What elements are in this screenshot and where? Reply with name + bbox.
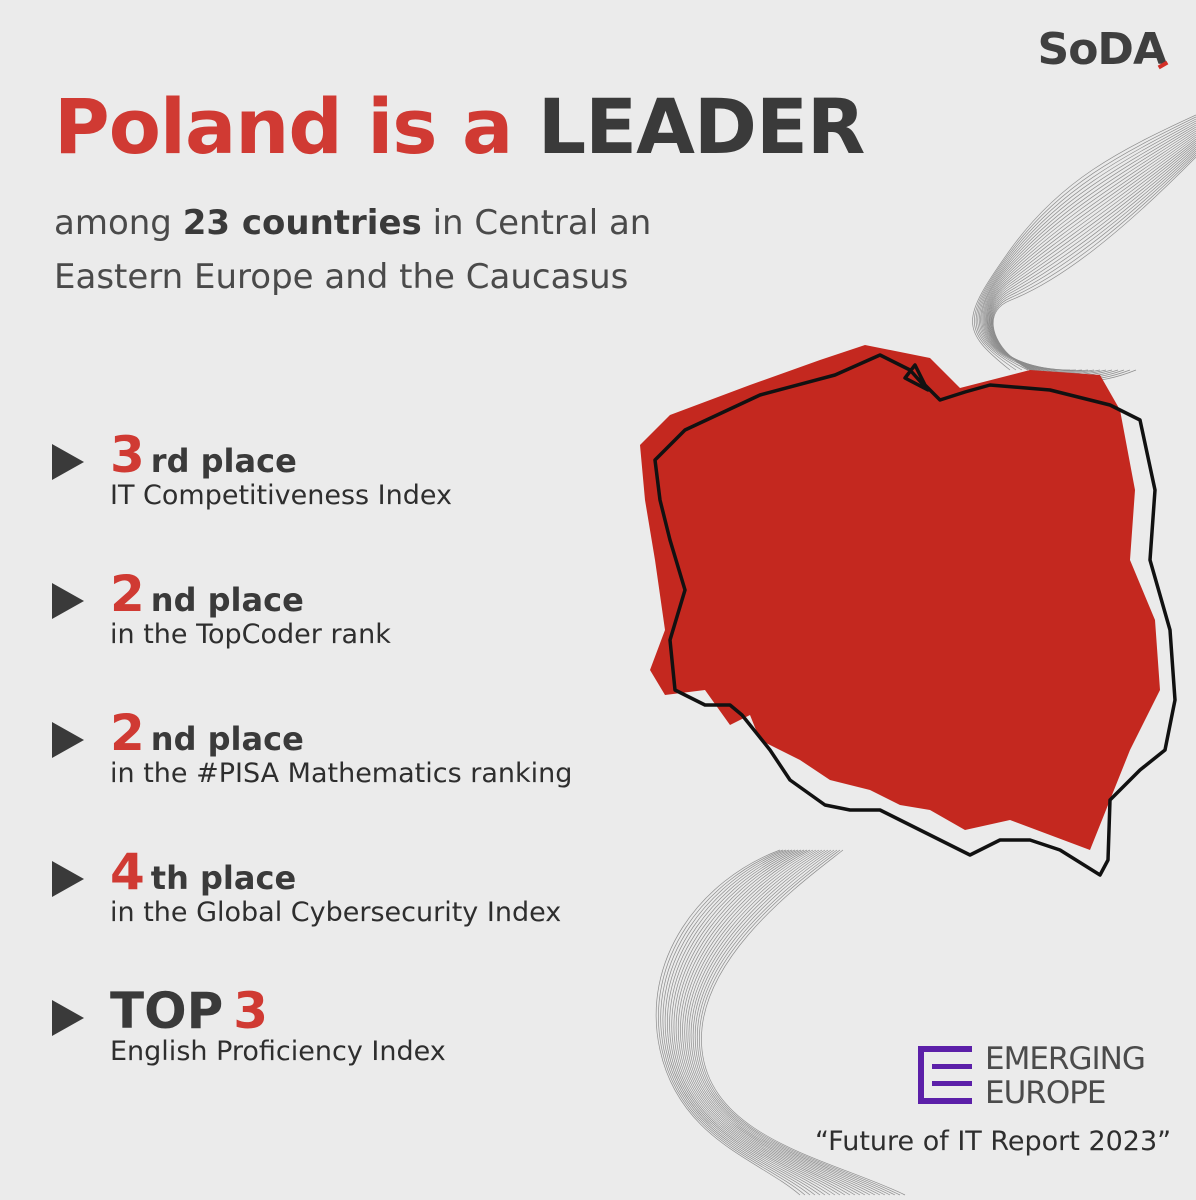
subtitle-post: in Central an — [432, 203, 652, 243]
partner-line2: EUROPE — [985, 1075, 1106, 1111]
headline: Poland is a LEADER — [54, 82, 866, 171]
play-triangle-icon — [52, 861, 84, 897]
subtitle-line2: Eastern Europe and the Caucasus — [54, 257, 629, 297]
rank-number: 2 — [110, 565, 145, 623]
subtitle-pre: among — [54, 203, 172, 243]
wave-line — [658, 849, 806, 1196]
wave-line — [669, 849, 831, 1196]
rank-description: in the Global Cybersecurity Index — [110, 897, 562, 928]
play-triangle-icon — [52, 1000, 84, 1036]
wave-line — [660, 849, 811, 1196]
rank-suffix: nd place — [150, 581, 304, 619]
partner-line1: EMERGING — [985, 1041, 1146, 1077]
subtitle-bold: 23 countries — [182, 203, 422, 243]
poland-map-fill — [640, 345, 1160, 850]
play-triangle-icon — [52, 583, 84, 619]
poland-map-outline — [653, 353, 1177, 877]
rank-suffix: rd place — [150, 442, 297, 480]
wave-line — [655, 849, 801, 1196]
partner-logo-text: EMERGING EUROPE — [985, 1041, 1146, 1111]
poland-map-icon — [640, 345, 1177, 877]
wave-line — [662, 849, 816, 1196]
emerging-europe-logo-icon — [918, 1046, 972, 1104]
rank-suffix: th place — [150, 859, 297, 897]
rank-number: 3 — [233, 982, 269, 1040]
headline-emphasis: LEADER — [537, 82, 866, 171]
soda-logo: SoDA — [1038, 24, 1169, 75]
rank-top: TOP — [110, 982, 224, 1040]
wave-line — [671, 849, 836, 1196]
rank-number: 3 — [110, 426, 145, 484]
play-triangle-icon — [52, 722, 84, 758]
rank-number: 2 — [110, 704, 145, 762]
rank-number: 4 — [110, 843, 145, 901]
rank-suffix: nd place — [150, 720, 304, 758]
rank-description: IT Competitiveness Index — [110, 480, 452, 511]
play-triangle-icon — [52, 444, 84, 480]
report-citation: “Future of IT Report 2023” — [815, 1126, 1172, 1157]
wave-line — [667, 849, 826, 1196]
rank-description: English Proficiency Index — [110, 1036, 446, 1067]
rank-label: TOP 3 — [110, 982, 268, 1040]
wave-line — [664, 849, 821, 1196]
subtitle: among 23 countries in Central an Eastern… — [54, 196, 734, 304]
rank-description: in the TopCoder rank — [110, 619, 391, 650]
rank-description: in the #PISA Mathematics ranking — [110, 758, 573, 789]
headline-country: Poland is a — [54, 82, 513, 171]
